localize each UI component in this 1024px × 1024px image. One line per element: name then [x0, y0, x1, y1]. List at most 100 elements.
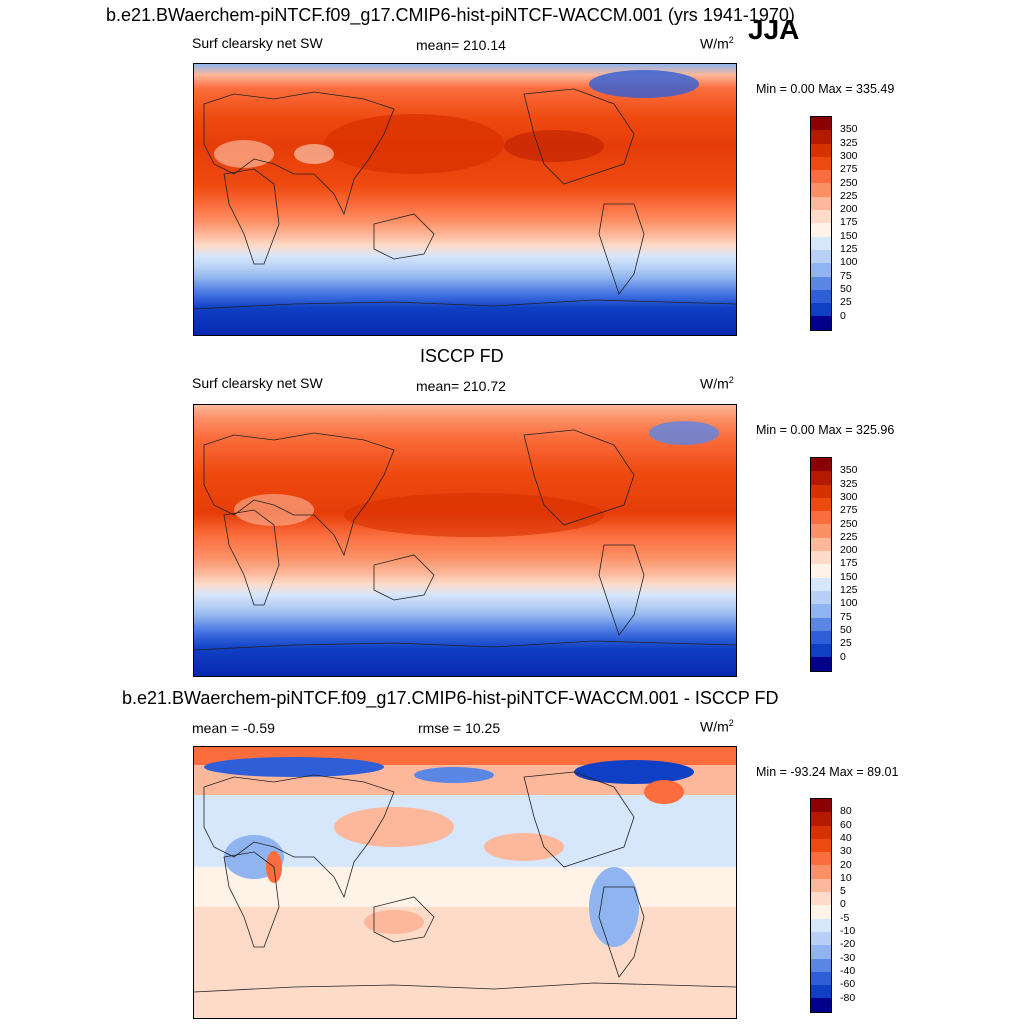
panel3-units: W/m [700, 718, 729, 735]
colorbar-tick-label: 0 [840, 650, 846, 663]
colorbar-swatch [811, 577, 831, 591]
colorbar-tick-label: 60 [840, 818, 852, 831]
colorbar-tick-label: 25 [840, 296, 852, 309]
panel3-units-sup: 2 [728, 718, 734, 728]
colorbar-swatch [811, 617, 831, 631]
colorbar-swatch [811, 812, 831, 826]
colorbar-tick-label: 300 [840, 149, 858, 162]
colorbar-tick-label: 275 [840, 163, 858, 176]
colorbar-tick-label: 75 [840, 269, 852, 282]
colorbar-swatch [811, 564, 831, 578]
colorbar-swatch [811, 316, 831, 330]
colorbar-swatch [811, 905, 831, 919]
colorbar-swatch [811, 998, 831, 1012]
colorbar-swatch [811, 236, 831, 250]
colorbar-swatch [811, 484, 831, 498]
colorbar-swatch [811, 524, 831, 538]
panel3-map [193, 746, 737, 1019]
colorbar-tick-label: 200 [840, 544, 858, 557]
colorbar-swatch [811, 892, 831, 906]
panel2-units: W/m [700, 375, 729, 392]
colorbar-tick-label: -80 [840, 991, 856, 1004]
colorbar-tick-label: -20 [840, 938, 856, 951]
colorbar-swatch [811, 196, 831, 211]
colorbar-swatch [811, 825, 831, 839]
colorbar-swatch [811, 249, 831, 264]
colorbar-tick-label: 40 [840, 831, 852, 844]
colorbar-tick-label: -60 [840, 978, 856, 991]
colorbar-tick-label: 350 [840, 464, 858, 477]
panel3-rmse-label: rmse = 10.25 [418, 720, 501, 736]
panel3-subtitle: b.e21.BWaerchem-piNTCF.f09_g17.CMIP6-his… [122, 688, 779, 708]
colorbar-tick-label: 125 [840, 584, 858, 596]
colorbar-tick-label: 50 [840, 623, 852, 636]
colorbar-swatch [811, 590, 831, 605]
panel1-units-label: W/m2 [700, 35, 734, 52]
panel2-minmax-label: Min = 0.00 Max = 325.96 [756, 423, 895, 437]
colorbar-tick-label: 175 [840, 557, 858, 570]
panel2-units-label: W/m2 [700, 375, 734, 392]
colorbar-swatch [811, 497, 831, 512]
figure-title: b.e21.BWaerchem-piNTCF.f09_g17.CMIP6-his… [106, 5, 795, 25]
colorbar-tick-label: 325 [840, 136, 858, 149]
colorbar-swatch [811, 945, 831, 959]
colorbar-tick-label: 10 [840, 871, 852, 884]
colorbar-swatch [811, 223, 831, 237]
colorbar-swatch [811, 630, 831, 645]
panel3-colorbar [810, 798, 832, 1013]
colorbar-swatch [811, 958, 831, 972]
panel2-map [193, 404, 737, 677]
colorbar-tick-label: -40 [840, 964, 856, 977]
colorbar-tick-label: 50 [840, 282, 852, 295]
colorbar-swatch [811, 263, 831, 277]
colorbar-tick-label: 100 [840, 256, 858, 269]
panel1-units: W/m [700, 35, 729, 52]
colorbar-swatch [811, 918, 831, 932]
panel1-variable-label: Surf clearsky net SW [192, 35, 323, 51]
colorbar-swatch [811, 971, 831, 986]
panel1-minmax-label: Min = 0.00 Max = 335.49 [756, 82, 895, 96]
colorbar-tick-label: 150 [840, 229, 858, 242]
colorbar-swatch [811, 303, 831, 317]
colorbar-tick-label: 225 [840, 530, 858, 543]
panel2-mean-label: mean= 210.72 [416, 378, 506, 394]
colorbar-tick-label: 0 [840, 309, 846, 322]
colorbar-swatch [811, 838, 831, 853]
colorbar-tick-label: 225 [840, 189, 858, 202]
colorbar-tick-label: 250 [840, 176, 858, 189]
colorbar-swatch [811, 644, 831, 658]
colorbar-tick-label: 75 [840, 610, 852, 623]
colorbar-tick-label: 325 [840, 477, 858, 490]
colorbar-tick-label: 250 [840, 517, 858, 530]
panel2-units-sup: 2 [728, 375, 734, 385]
colorbar-swatch [811, 210, 831, 224]
colorbar-swatch [811, 537, 831, 552]
colorbar-tick-label: -10 [840, 925, 856, 937]
panel2-subtitle: ISCCP FD [420, 346, 504, 366]
colorbar-swatch [811, 931, 831, 946]
panel2-colorbar [810, 457, 832, 672]
panel1-map [193, 63, 737, 336]
colorbar-swatch [811, 511, 831, 525]
colorbar-swatch [811, 117, 831, 131]
colorbar-tick-label: 30 [840, 845, 852, 858]
colorbar-swatch [811, 458, 831, 472]
colorbar-swatch [811, 156, 831, 171]
colorbar-swatch [811, 551, 831, 565]
panel3-units-label: W/m2 [700, 718, 734, 735]
colorbar-swatch [811, 852, 831, 866]
colorbar-swatch [811, 276, 831, 290]
colorbar-tick-label: 20 [840, 858, 852, 871]
colorbar-swatch [811, 170, 831, 184]
panel2-variable-label: Surf clearsky net SW [192, 375, 323, 391]
colorbar-swatch [811, 985, 831, 999]
colorbar-tick-label: 350 [840, 123, 858, 136]
colorbar-tick-label: 200 [840, 203, 858, 216]
colorbar-tick-label: 300 [840, 490, 858, 503]
panel1-units-sup: 2 [728, 35, 734, 45]
colorbar-swatch [811, 289, 831, 304]
colorbar-swatch [811, 183, 831, 197]
colorbar-tick-label: 80 [840, 805, 852, 818]
panel1-colorbar [810, 116, 832, 331]
colorbar-tick-label: -30 [840, 951, 856, 964]
